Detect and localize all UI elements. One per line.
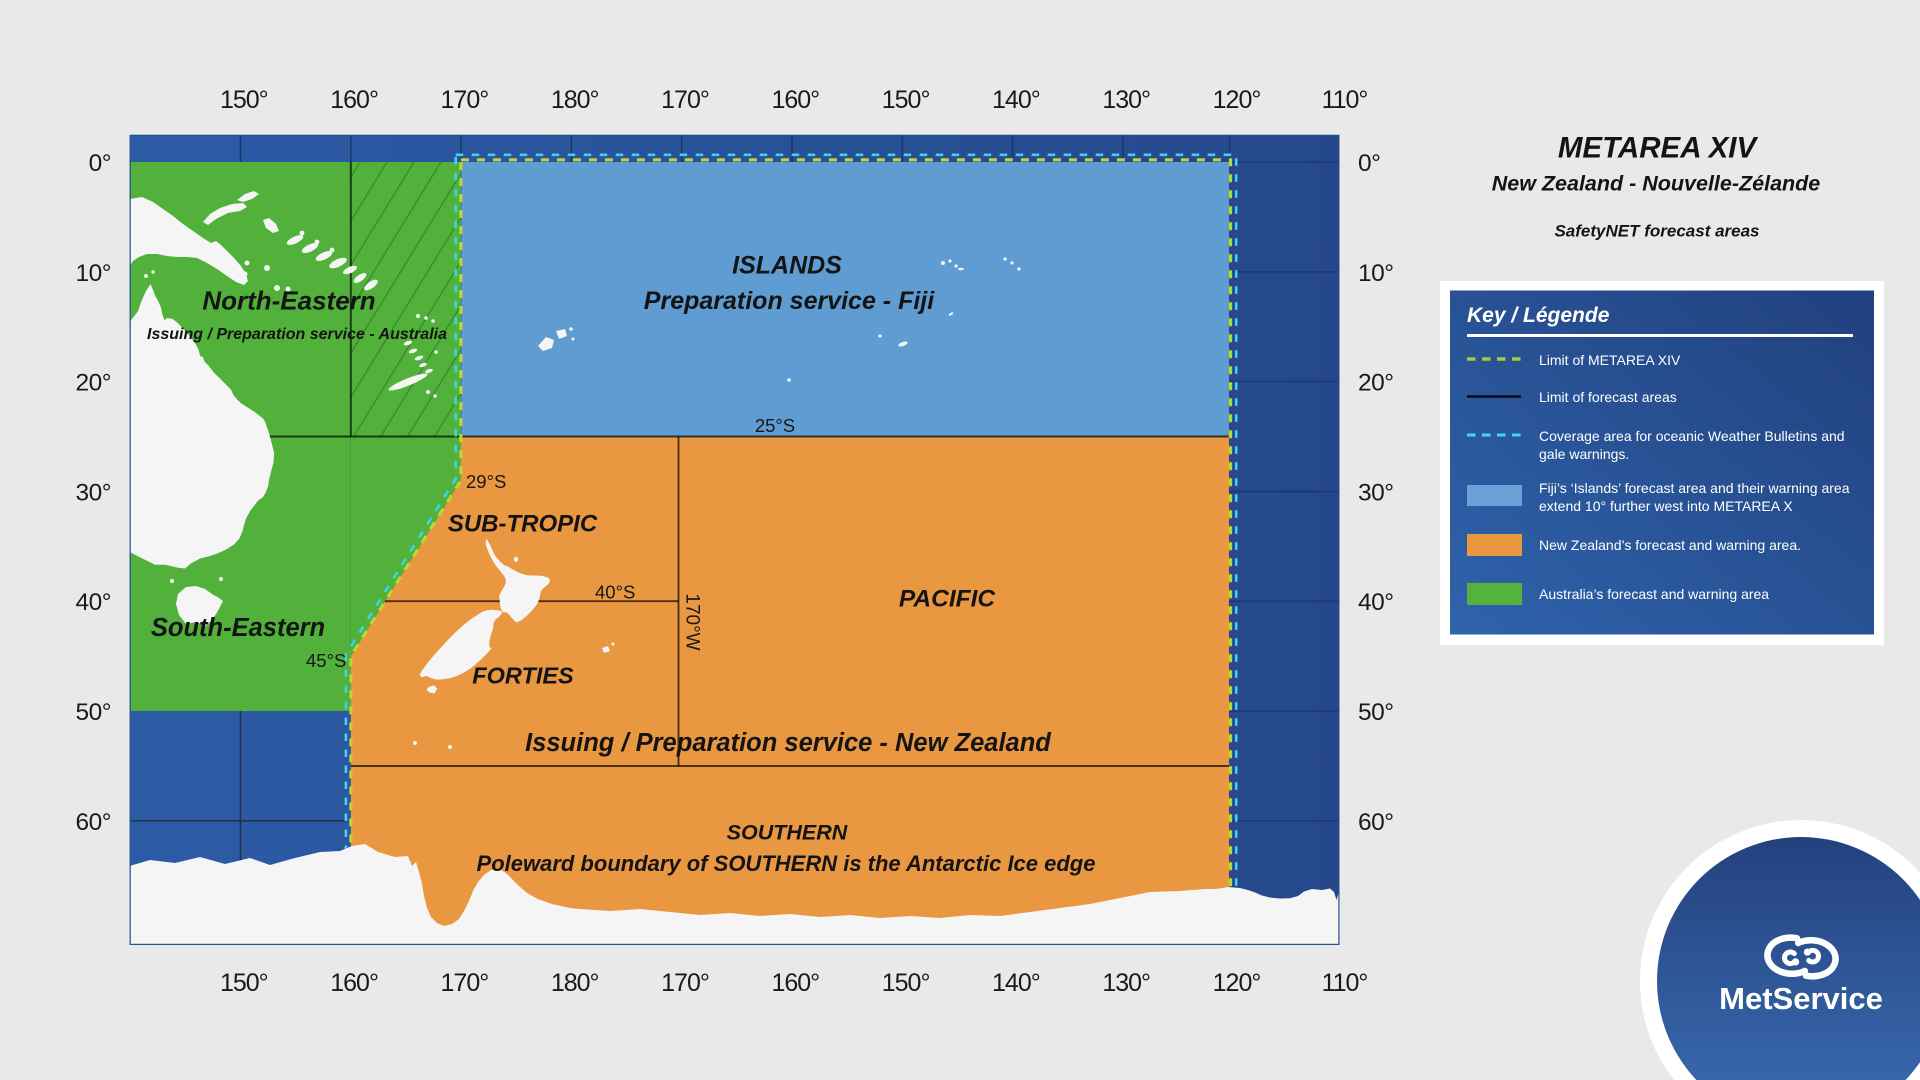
- svg-text:Issuing / Preparation service: Issuing / Preparation service - New Zeal…: [525, 729, 1052, 757]
- svg-text:SafetyNET forecast areas: SafetyNET forecast areas: [1554, 222, 1759, 241]
- svg-text:170°W: 170°W: [681, 593, 702, 650]
- svg-text:Poleward boundary of SOUTHERN: Poleward boundary of SOUTHERN is the Ant…: [477, 851, 1096, 876]
- svg-text:150°: 150°: [220, 969, 268, 997]
- svg-text:SOUTHERN: SOUTHERN: [727, 821, 848, 845]
- svg-text:60°: 60°: [1358, 809, 1394, 836]
- svg-text:extend 10° further west into M: extend 10° further west into METAREA X: [1539, 498, 1793, 514]
- svg-text:New Zealand - Nouvelle-Zélande: New Zealand - Nouvelle-Zélande: [1492, 172, 1821, 196]
- svg-text:110°: 110°: [1322, 969, 1368, 997]
- svg-text:Limit of METAREA XIV: Limit of METAREA XIV: [1539, 352, 1681, 368]
- svg-text:ISLANDS: ISLANDS: [732, 252, 842, 280]
- svg-text:Fiji’s ‘Islands’ forecast area: Fiji’s ‘Islands’ forecast area and their…: [1539, 480, 1850, 496]
- svg-text:25°S: 25°S: [755, 415, 795, 436]
- svg-text:0°: 0°: [89, 150, 111, 177]
- svg-text:Limit of forecast areas: Limit of forecast areas: [1539, 389, 1677, 405]
- svg-text:180°: 180°: [551, 86, 599, 114]
- svg-text:140°: 140°: [992, 86, 1040, 114]
- svg-text:170°: 170°: [441, 86, 489, 114]
- svg-text:30°: 30°: [75, 479, 111, 506]
- svg-text:40°: 40°: [75, 589, 111, 616]
- svg-text:150°: 150°: [882, 969, 930, 997]
- svg-text:0°: 0°: [1358, 150, 1380, 177]
- svg-text:160°: 160°: [771, 969, 819, 997]
- svg-text:METAREA XIV: METAREA XIV: [1558, 132, 1759, 165]
- svg-text:10°: 10°: [1358, 260, 1394, 287]
- svg-text:North-Eastern: North-Eastern: [202, 286, 375, 316]
- svg-text:130°: 130°: [1102, 86, 1150, 114]
- svg-text:PACIFIC: PACIFIC: [899, 585, 995, 612]
- svg-text:150°: 150°: [882, 86, 930, 114]
- svg-text:20°: 20°: [75, 370, 111, 397]
- svg-text:40°S: 40°S: [595, 582, 635, 603]
- svg-text:170°: 170°: [661, 86, 709, 114]
- svg-text:140°: 140°: [992, 969, 1040, 997]
- svg-text:160°: 160°: [330, 969, 378, 997]
- svg-text:180°: 180°: [551, 969, 599, 997]
- svg-text:Key / Légende: Key / Légende: [1467, 304, 1610, 327]
- svg-text:60°: 60°: [75, 809, 111, 836]
- svg-text:40°: 40°: [1358, 589, 1394, 616]
- svg-text:110°: 110°: [1322, 86, 1368, 114]
- svg-text:SUB-TROPIC: SUB-TROPIC: [448, 511, 598, 538]
- svg-text:160°: 160°: [330, 86, 378, 114]
- svg-text:130°: 130°: [1102, 969, 1150, 997]
- svg-text:FORTIES: FORTIES: [472, 663, 574, 689]
- svg-text:gale warnings.: gale warnings.: [1539, 446, 1629, 462]
- svg-text:20°: 20°: [1358, 370, 1394, 397]
- svg-text:120°: 120°: [1213, 86, 1261, 114]
- svg-text:Australia’s forecast and warni: Australia’s forecast and warning area: [1539, 586, 1769, 602]
- svg-text:120°: 120°: [1213, 969, 1261, 997]
- svg-text:160°: 160°: [771, 86, 819, 114]
- svg-text:10°: 10°: [75, 260, 111, 287]
- svg-text:45°S: 45°S: [306, 650, 346, 671]
- svg-text:50°: 50°: [1358, 699, 1394, 726]
- svg-text:29°S: 29°S: [466, 471, 506, 492]
- svg-text:New Zealand’s forecast and war: New Zealand’s forecast and warning area.: [1539, 537, 1801, 553]
- svg-text:30°: 30°: [1358, 479, 1394, 506]
- svg-text:150°: 150°: [220, 86, 268, 114]
- svg-text:South-Eastern: South-Eastern: [151, 614, 325, 642]
- svg-text:MetService: MetService: [1719, 981, 1883, 1016]
- svg-text:Coverage area for oceanic Weat: Coverage area for oceanic Weather Bullet…: [1539, 428, 1845, 444]
- svg-text:170°: 170°: [441, 969, 489, 997]
- svg-text:170°: 170°: [661, 969, 709, 997]
- svg-text:50°: 50°: [75, 699, 111, 726]
- svg-text:Issuing / Preparation service: Issuing / Preparation service - Australi…: [147, 326, 447, 343]
- svg-text:Preparation service - Fiji: Preparation service - Fiji: [644, 287, 935, 315]
